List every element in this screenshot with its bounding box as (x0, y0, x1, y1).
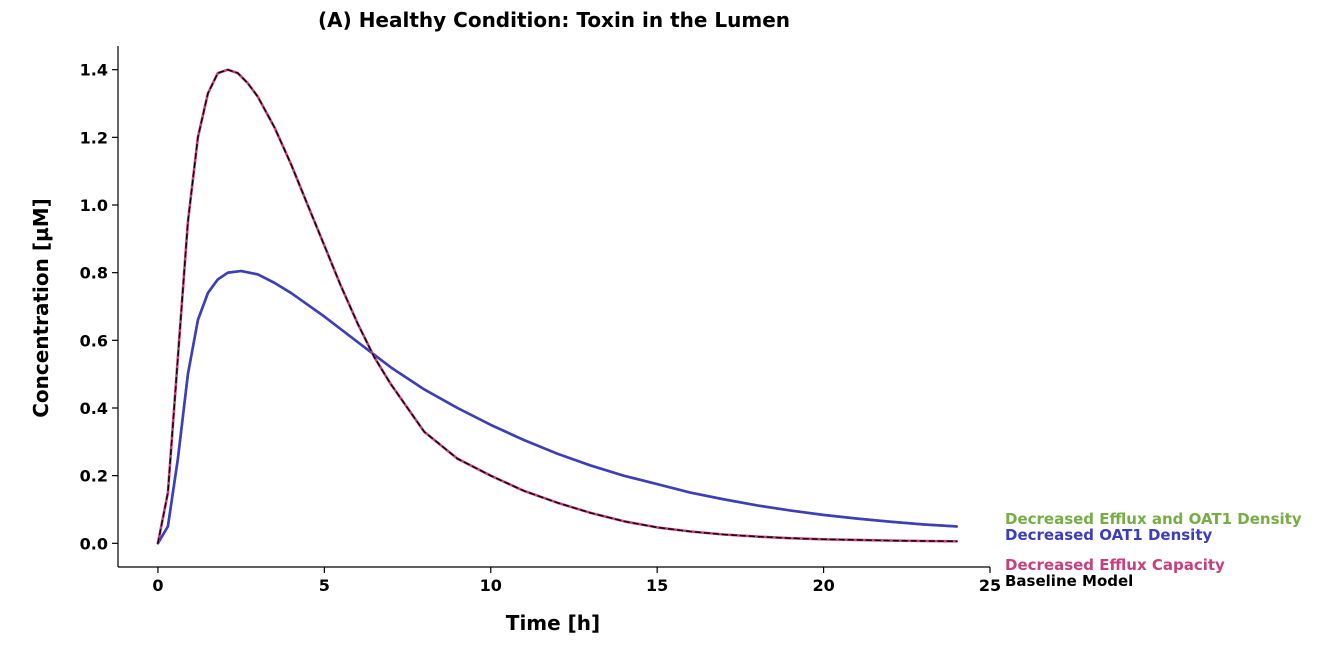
series-line-decreased-oat1-density (156, 269, 959, 545)
x-axis-label: Time [h] (506, 611, 600, 635)
y-tick-label: 1.2 (80, 128, 108, 147)
y-tick-label: 1.0 (80, 196, 108, 215)
y-tick-label: 0.6 (80, 331, 108, 350)
x-tick-label: 25 (979, 576, 1001, 595)
y-tick-label: 0.0 (80, 534, 108, 553)
y-tick-label: 1.4 (80, 61, 108, 80)
legend-label-oat1: Decreased OAT1 Density (1005, 526, 1212, 544)
x-tick-label: 5 (319, 576, 330, 595)
y-axis-label: Concentration [µM] (29, 198, 53, 418)
y-tick-label: 0.4 (80, 399, 108, 418)
legend: Decreased Efflux and OAT1 Density Decrea… (1005, 510, 1302, 590)
series-layer (156, 68, 959, 545)
x-tick-label: 10 (480, 576, 502, 595)
legend-label-baseline: Baseline Model (1005, 572, 1133, 590)
x-axis-ticks: 0 5 10 15 20 25 (152, 567, 1001, 595)
legend-label-efflux-oat1: Decreased Efflux and OAT1 Density (1005, 510, 1302, 528)
series-line-baseline-model (157, 68, 958, 544)
x-tick-label: 20 (812, 576, 834, 595)
legend-label-efflux: Decreased Efflux Capacity (1005, 556, 1225, 574)
y-tick-label: 0.2 (80, 467, 108, 486)
y-axis-ticks: 0.0 0.2 0.4 0.6 0.8 1.0 1.2 1.4 (80, 61, 118, 553)
chart-title: (A) Healthy Condition: Toxin in the Lume… (318, 8, 790, 32)
x-tick-label: 0 (152, 576, 163, 595)
series-line-decreased-efflux-capacity (156, 68, 959, 545)
y-tick-label: 0.8 (80, 264, 108, 283)
x-tick-label: 15 (646, 576, 668, 595)
